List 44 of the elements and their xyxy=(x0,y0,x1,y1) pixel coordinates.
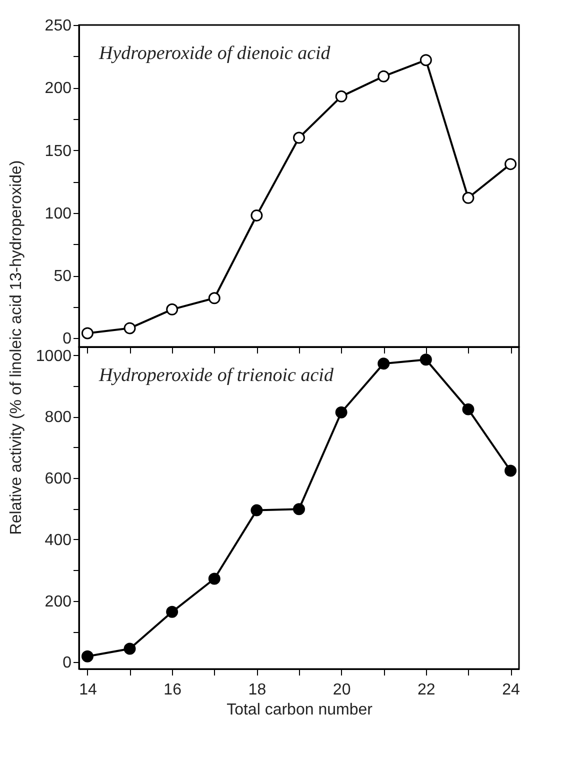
point xyxy=(462,403,474,416)
y-tick-label: 50 xyxy=(54,268,72,286)
y-tick-label: 0 xyxy=(62,654,72,672)
y-tick-label: 250 xyxy=(44,18,72,34)
y-tick-label: 1000 xyxy=(36,348,72,365)
point xyxy=(335,90,348,102)
y-tick-label: 200 xyxy=(44,593,72,610)
point xyxy=(208,572,220,585)
point xyxy=(420,354,432,366)
point xyxy=(208,292,220,304)
point xyxy=(81,327,94,340)
x-tick-label: 16 xyxy=(164,682,182,698)
point xyxy=(250,504,263,516)
x-tick-label: 18 xyxy=(248,682,266,698)
point xyxy=(378,358,390,370)
x-tick-label: 20 xyxy=(332,682,351,698)
y-tick-label: 150 xyxy=(44,142,72,160)
point xyxy=(378,70,390,82)
y-tick-label: 0 xyxy=(62,330,72,348)
annotation: Hydroperoxide of dienoic acid xyxy=(98,43,331,64)
point xyxy=(293,503,305,516)
point xyxy=(293,132,305,144)
y-tick-label: 800 xyxy=(44,409,72,426)
point xyxy=(124,322,136,334)
annotation: Hydroperoxide of trienoic acid xyxy=(98,365,334,386)
y-tick-label: 400 xyxy=(44,532,72,549)
point xyxy=(462,192,474,204)
point xyxy=(124,642,136,655)
point xyxy=(166,303,178,316)
point xyxy=(335,406,348,418)
point xyxy=(81,650,94,662)
point xyxy=(504,158,517,170)
point xyxy=(504,464,517,477)
y-tick-label: 100 xyxy=(44,205,72,222)
y-tick-label: 200 xyxy=(44,80,72,98)
x-tick-label: 24 xyxy=(502,682,520,698)
point xyxy=(420,54,432,66)
point xyxy=(250,209,263,222)
x-tick-label: 22 xyxy=(418,682,436,698)
y-tick-label: 600 xyxy=(44,470,72,488)
x-tick-label: 14 xyxy=(79,682,97,698)
y-axis-title: Relative activity (% of linoleic acid 13-hydroperoxide) xyxy=(8,160,25,535)
point xyxy=(166,606,178,618)
x-axis-title: Total carbon number xyxy=(226,702,374,718)
